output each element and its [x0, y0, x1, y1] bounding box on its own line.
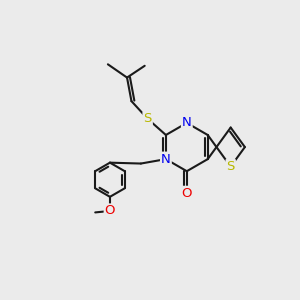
- Text: S: S: [143, 112, 152, 125]
- Text: N: N: [182, 116, 192, 129]
- Text: N: N: [161, 153, 171, 166]
- Text: S: S: [226, 160, 235, 173]
- Text: O: O: [182, 187, 192, 200]
- Text: O: O: [105, 205, 115, 218]
